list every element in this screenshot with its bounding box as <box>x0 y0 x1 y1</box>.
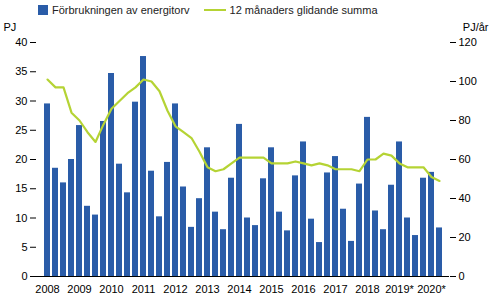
svg-text:60: 60 <box>459 153 471 165</box>
svg-text:0: 0 <box>21 270 27 282</box>
svg-text:25: 25 <box>15 124 27 136</box>
svg-text:2018: 2018 <box>355 283 379 295</box>
svg-text:2009: 2009 <box>67 283 91 295</box>
svg-text:2011: 2011 <box>132 283 156 295</box>
svg-text:2015: 2015 <box>259 283 283 295</box>
svg-text:5: 5 <box>21 241 27 253</box>
svg-text:PJ/år: PJ/år <box>463 21 489 33</box>
svg-text:80: 80 <box>459 114 471 126</box>
svg-text:2014: 2014 <box>227 283 251 295</box>
html-text:12 månaders glidande summa: 12 månaders glidande summa <box>229 4 378 16</box>
svg-text:100: 100 <box>459 75 477 87</box>
svg-text:20: 20 <box>459 231 471 243</box>
svg-text:2010: 2010 <box>99 283 123 295</box>
svg-text:2013: 2013 <box>195 283 219 295</box>
svg-text:15: 15 <box>15 182 27 194</box>
svg-text:35: 35 <box>15 65 27 77</box>
svg-text:20: 20 <box>15 153 27 165</box>
svg-text:2017: 2017 <box>323 283 347 295</box>
svg-text:2020*: 2020* <box>417 283 446 295</box>
svg-text:30: 30 <box>15 95 27 107</box>
svg-text:PJ: PJ <box>4 21 17 33</box>
svg-text:120: 120 <box>459 36 477 48</box>
svg-text:2019*: 2019* <box>385 283 414 295</box>
svg-text:10: 10 <box>15 212 27 224</box>
html-text:Förbrukningen av energitorv: Förbrukningen av energitorv <box>52 4 190 16</box>
svg-text:0: 0 <box>459 270 465 282</box>
svg-text:2008: 2008 <box>35 283 59 295</box>
svg-text:40: 40 <box>459 192 471 204</box>
svg-text:2012: 2012 <box>163 283 187 295</box>
svg-text:40: 40 <box>15 36 27 48</box>
svg-text:2016: 2016 <box>291 283 315 295</box>
